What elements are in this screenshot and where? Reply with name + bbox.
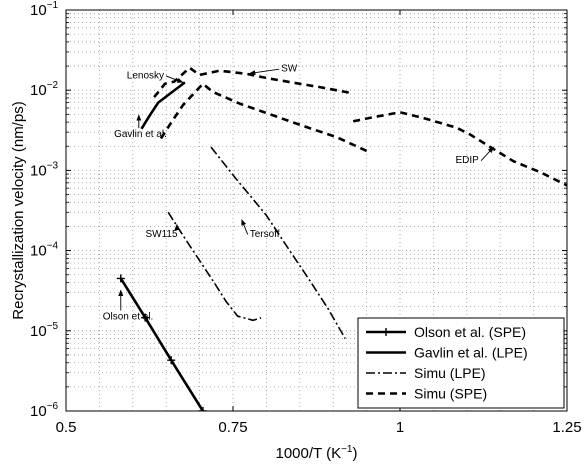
series-simu-lpe	[167, 146, 346, 339]
data-point-marker	[167, 356, 176, 365]
series-line	[140, 81, 186, 130]
y-tick-label: 10−5	[30, 321, 59, 340]
annotation-edip: EDIP	[455, 155, 479, 166]
y-tick-base: 10	[30, 323, 47, 340]
y-tick-base: 10	[30, 243, 47, 260]
annotation-arrow	[241, 219, 249, 235]
legend-label-simu-spe: Simu (SPE)	[414, 386, 487, 402]
series-line	[159, 82, 368, 153]
annotation-olson-et-al: Olson et al.	[103, 312, 154, 323]
y-tick-exponent: −4	[47, 241, 59, 252]
y-tick-label: 10−2	[30, 80, 59, 99]
x-tick-label: 1	[396, 419, 404, 436]
x-axis-title-exponent: −1	[341, 444, 353, 455]
series-olson-et-al-spe	[116, 274, 207, 411]
series-simu-spe	[153, 66, 567, 187]
y-tick-exponent: −5	[47, 321, 59, 332]
data-point-marker	[141, 313, 150, 322]
legend-label-olson-et-al-spe: Olson et al. (SPE)	[414, 324, 526, 340]
annotation-sw115: SW115	[145, 229, 177, 240]
data-point-marker	[116, 274, 125, 283]
series-line	[210, 146, 346, 339]
y-tick-base: 10	[30, 162, 47, 179]
y-tick-label: 10−3	[30, 160, 59, 179]
y-axis-title: Recrystallization velocity (nm/ps)	[10, 101, 27, 319]
y-tick-label: 10−4	[30, 241, 59, 260]
x-tick-label: 1.25	[552, 419, 581, 436]
y-tick-exponent: −6	[47, 401, 59, 412]
x-axis-title-close: )	[353, 445, 358, 462]
series-gavlin-et-al-lpe	[140, 81, 186, 130]
x-axis-title-main: 1000/T (K	[275, 445, 341, 462]
annotation-sw: SW	[281, 64, 298, 75]
plot-frame	[65, 9, 568, 412]
series-line	[352, 111, 567, 187]
annotation-layer: Lenosky SW Gavlin et al. EDIP SW115 Tersoff Ol…	[103, 64, 494, 323]
annotation-arrow	[480, 146, 494, 161]
y-tick-base: 10	[30, 82, 47, 99]
y-tick-base: 10	[30, 2, 47, 19]
series-line	[119, 277, 205, 411]
y-tick-exponent: −1	[47, 0, 59, 11]
legend-marker	[382, 328, 390, 336]
annotation-tersoff: Tersoff	[250, 229, 280, 240]
annotation-lenosky: Lenosky	[127, 70, 164, 81]
legend-label-gavlin-et-al-lpe: Gavlin et al. (LPE)	[414, 345, 528, 361]
y-tick-base: 10	[30, 403, 47, 420]
x-tick-label: 0.5	[56, 419, 77, 436]
series-layer	[116, 66, 567, 411]
y-tick-label: 10−1	[30, 0, 59, 19]
x-axis-title: 1000/T (K−1)	[275, 444, 357, 462]
y-tick-label: 10−6	[30, 401, 59, 420]
annotation-gavlin-et-al: Gavlin et al.	[114, 129, 167, 140]
legend: Olson et al. (SPE) Gavlin et al. (LPE) Sim…	[357, 317, 565, 409]
annotation-arrow	[165, 75, 184, 83]
data-point-marker	[198, 407, 207, 411]
legend-label-simu-lpe: Simu (LPE)	[414, 365, 486, 381]
grid	[66, 10, 567, 411]
y-tick-exponent: −2	[47, 80, 59, 91]
y-tick-exponent: −3	[47, 160, 59, 171]
series-line	[167, 211, 262, 322]
annotation-arrow	[249, 68, 280, 76]
x-tick-label: 0.75	[218, 419, 247, 436]
